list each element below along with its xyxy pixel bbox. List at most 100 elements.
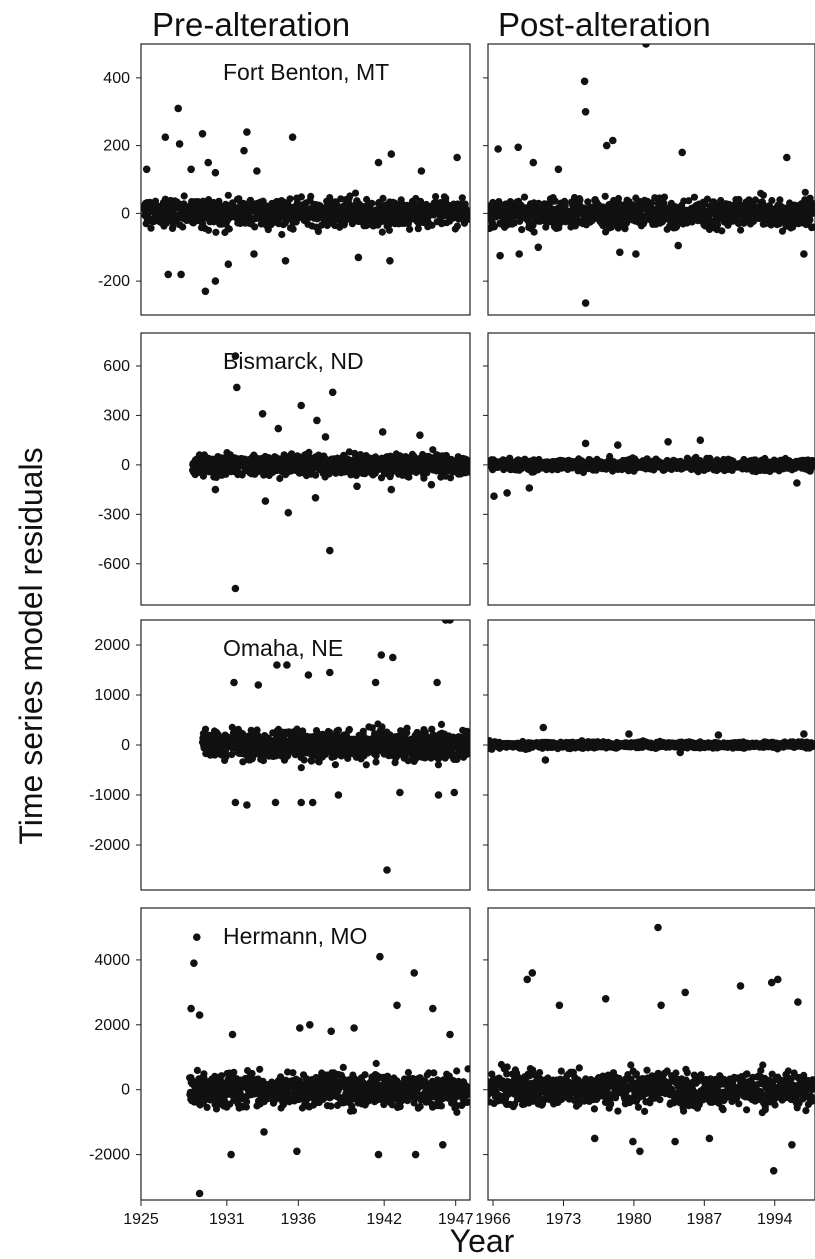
right-column-title: Post-alteration <box>498 6 711 43</box>
outlier-point <box>783 153 791 162</box>
outlier-point <box>253 167 261 175</box>
residual-point <box>293 725 301 733</box>
outlier-point <box>321 433 330 441</box>
outlier-point <box>387 150 396 158</box>
outlier-point <box>273 661 281 669</box>
data-points <box>488 723 815 764</box>
left-column-title: Pre-alteration <box>152 6 350 43</box>
outlier-point <box>678 148 686 157</box>
outlier-point <box>616 248 624 257</box>
y-tick-label: 200 <box>103 138 130 155</box>
residual-point <box>703 195 712 203</box>
plot-frame <box>487 619 815 891</box>
outlier-point <box>383 866 391 874</box>
outlier-point <box>187 165 195 174</box>
residual-point <box>429 446 437 454</box>
residual-point <box>405 473 413 481</box>
outlier-point <box>515 250 523 258</box>
outlier-point <box>164 270 172 279</box>
residual-point <box>307 192 315 200</box>
residual-point <box>286 195 294 203</box>
data-points <box>189 352 470 593</box>
outlier-point <box>326 546 334 555</box>
outlier-point <box>201 287 210 296</box>
residual-point <box>759 191 768 199</box>
residual-point <box>297 193 305 201</box>
data-points <box>198 620 470 874</box>
residual-point <box>300 756 308 764</box>
outlier-point <box>233 383 241 392</box>
outlier-point <box>554 165 563 174</box>
outlier-point <box>328 388 337 397</box>
outlier-point <box>161 133 170 141</box>
outlier-point <box>378 428 387 436</box>
outlier-point <box>261 497 270 505</box>
residual-point <box>368 724 376 732</box>
outlier-point <box>416 431 424 440</box>
residual-point <box>212 228 220 236</box>
station-label: Bismarck, ND <box>223 348 364 374</box>
residual-point <box>204 226 213 234</box>
outlier-point <box>211 277 220 285</box>
outlier-point <box>389 653 397 662</box>
residual-point <box>179 223 187 231</box>
outlier-point <box>174 104 182 113</box>
y-tick-label: 600 <box>103 358 130 375</box>
outlier-point <box>674 241 682 250</box>
residual-point <box>432 193 440 201</box>
y-tick-label: 1000 <box>94 687 130 704</box>
residual-point <box>362 761 370 769</box>
residual-point <box>345 725 353 734</box>
y-tick-label: 400 <box>103 70 130 87</box>
residual-point <box>222 753 230 761</box>
residual-point <box>434 761 442 769</box>
residual-point <box>307 757 316 765</box>
outlier-point <box>490 492 498 501</box>
residual-point <box>180 192 188 200</box>
residual-point <box>806 216 814 224</box>
outlier-point <box>297 798 306 807</box>
residual-point <box>331 761 339 769</box>
outlier-point <box>534 243 543 252</box>
outlier-point <box>231 584 240 593</box>
plot-frame <box>140 43 471 316</box>
outlier-point <box>632 250 640 258</box>
residual-point <box>312 471 320 479</box>
x-axis-title: Year <box>450 1223 515 1259</box>
residual-point <box>378 723 386 731</box>
outlier-point <box>371 678 380 687</box>
residual-point <box>239 758 247 766</box>
outlier-point <box>396 788 404 797</box>
outlier-point <box>793 479 801 487</box>
outlier-point <box>417 167 426 175</box>
outlier-point <box>326 668 334 677</box>
residual-point <box>647 199 656 207</box>
residual-point <box>576 196 584 204</box>
outlier-point <box>243 801 251 809</box>
residual-point <box>147 224 155 232</box>
outlier-point <box>496 251 504 260</box>
residual-point <box>428 221 436 229</box>
outlier-point <box>374 158 383 167</box>
residual-point <box>768 196 776 205</box>
outlier-point <box>514 143 522 152</box>
y-tick-label: -2000 <box>89 837 130 854</box>
residual-point <box>346 192 354 200</box>
residual-point <box>225 225 233 233</box>
residual-point <box>495 198 503 206</box>
outlier-point <box>271 798 280 807</box>
outlier-point <box>354 253 363 262</box>
data-points <box>141 104 470 296</box>
residual-point <box>314 227 322 235</box>
residual-point <box>685 197 693 205</box>
outlier-point <box>377 651 386 659</box>
residual-point <box>810 459 815 467</box>
residual-point <box>201 725 210 733</box>
outlier-point <box>580 77 589 86</box>
y-tick-label: 0 <box>121 205 130 222</box>
residual-point <box>551 197 559 205</box>
outlier-point <box>284 508 293 517</box>
residual-point <box>809 209 815 217</box>
residual-point <box>606 452 614 461</box>
